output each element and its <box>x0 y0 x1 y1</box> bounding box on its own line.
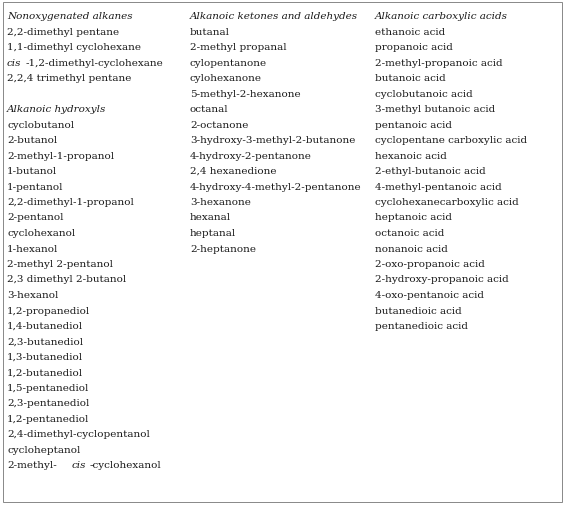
Text: 4-hydroxy-2-pentanone: 4-hydroxy-2-pentanone <box>190 151 312 160</box>
Text: 2-hydroxy-propanoic acid: 2-hydroxy-propanoic acid <box>375 275 508 284</box>
Text: 4-methyl-pentanoic acid: 4-methyl-pentanoic acid <box>375 182 502 191</box>
Text: 2-heptanone: 2-heptanone <box>190 244 256 253</box>
Text: 2,2-dimethyl pentane: 2,2-dimethyl pentane <box>7 27 119 36</box>
Text: Alkanoic carboxylic acids: Alkanoic carboxylic acids <box>375 12 508 21</box>
Text: cis: cis <box>7 59 21 67</box>
Text: 3-hydroxy-3-methyl-2-butanone: 3-hydroxy-3-methyl-2-butanone <box>190 136 355 145</box>
Text: octanoic acid: octanoic acid <box>375 229 445 237</box>
Text: 2-methyl-: 2-methyl- <box>7 461 57 470</box>
Text: 3-methyl butanoic acid: 3-methyl butanoic acid <box>375 105 496 114</box>
Text: 2,3-butanediol: 2,3-butanediol <box>7 337 83 346</box>
Text: 3-hexanol: 3-hexanol <box>7 290 58 299</box>
Text: 2-methyl propanal: 2-methyl propanal <box>190 43 286 52</box>
Text: butanoic acid: butanoic acid <box>375 74 446 83</box>
Text: 2,4 hexanedione: 2,4 hexanedione <box>190 167 276 176</box>
Text: heptanoic acid: heptanoic acid <box>375 213 452 222</box>
Text: 2,2,4 trimethyl pentane: 2,2,4 trimethyl pentane <box>7 74 132 83</box>
Text: 2-methyl 2-pentanol: 2-methyl 2-pentanol <box>7 260 113 269</box>
Text: 1,1-dimethyl cyclohexane: 1,1-dimethyl cyclohexane <box>7 43 141 52</box>
Text: 1,2-pentanediol: 1,2-pentanediol <box>7 414 89 423</box>
Text: octanal: octanal <box>190 105 229 114</box>
Text: cycloheptanol: cycloheptanol <box>7 445 80 454</box>
Text: 1-hexanol: 1-hexanol <box>7 244 58 253</box>
Text: 2-methyl-1-propanol: 2-methyl-1-propanol <box>7 151 114 160</box>
Text: hexanoic acid: hexanoic acid <box>375 151 447 160</box>
Text: 1,2-butanediol: 1,2-butanediol <box>7 368 83 377</box>
Text: 1,5-pentanediol: 1,5-pentanediol <box>7 383 89 392</box>
Text: 2-oxo-propanoic acid: 2-oxo-propanoic acid <box>375 260 485 269</box>
Text: 1-pentanol: 1-pentanol <box>7 182 63 191</box>
Text: 5-methyl-2-hexanone: 5-methyl-2-hexanone <box>190 89 301 98</box>
Text: Alkanoic ketones and aldehydes: Alkanoic ketones and aldehydes <box>190 12 358 21</box>
Text: 2-butanol: 2-butanol <box>7 136 57 145</box>
Text: 2-ethyl-butanoic acid: 2-ethyl-butanoic acid <box>375 167 486 176</box>
Text: butanedioic acid: butanedioic acid <box>375 306 462 315</box>
Text: 2,2-dimethyl-1-propanol: 2,2-dimethyl-1-propanol <box>7 197 134 207</box>
Text: 2,3-pentanediol: 2,3-pentanediol <box>7 399 89 408</box>
Text: cylohexanone: cylohexanone <box>190 74 262 83</box>
Text: 2,3 dimethyl 2-butanol: 2,3 dimethyl 2-butanol <box>7 275 126 284</box>
Text: cyclohexanol: cyclohexanol <box>7 229 75 237</box>
Text: cis: cis <box>71 461 86 470</box>
Text: heptanal: heptanal <box>190 229 236 237</box>
Text: 2-pentanol: 2-pentanol <box>7 213 63 222</box>
Text: Alkanoic hydroxyls: Alkanoic hydroxyls <box>7 105 106 114</box>
Text: nonanoic acid: nonanoic acid <box>375 244 448 253</box>
Text: -1,2-dimethyl-cyclohexane: -1,2-dimethyl-cyclohexane <box>26 59 163 67</box>
Text: 1,4-butanediol: 1,4-butanediol <box>7 321 83 330</box>
Text: pentanedioic acid: pentanedioic acid <box>375 321 468 330</box>
Text: 2-octanone: 2-octanone <box>190 120 249 129</box>
Text: Nonoxygenated alkanes: Nonoxygenated alkanes <box>7 12 133 21</box>
Text: 2-methyl-propanoic acid: 2-methyl-propanoic acid <box>375 59 503 67</box>
Text: cyclohexanecarboxylic acid: cyclohexanecarboxylic acid <box>375 197 519 207</box>
Text: ethanoic acid: ethanoic acid <box>375 27 445 36</box>
Text: 3-hexanone: 3-hexanone <box>190 197 251 207</box>
Text: 1,2-propanediol: 1,2-propanediol <box>7 306 90 315</box>
Text: 2,4-dimethyl-cyclopentanol: 2,4-dimethyl-cyclopentanol <box>7 430 150 439</box>
Text: 4-oxo-pentanoic acid: 4-oxo-pentanoic acid <box>375 290 484 299</box>
Text: 1,3-butanediol: 1,3-butanediol <box>7 352 83 361</box>
Text: cyclobutanoic acid: cyclobutanoic acid <box>375 89 473 98</box>
Text: -cyclohexanol: -cyclohexanol <box>90 461 162 470</box>
Text: 1-butanol: 1-butanol <box>7 167 57 176</box>
Text: pentanoic acid: pentanoic acid <box>375 120 452 129</box>
Text: 4-hydroxy-4-methyl-2-pentanone: 4-hydroxy-4-methyl-2-pentanone <box>190 182 362 191</box>
Text: cyclobutanol: cyclobutanol <box>7 120 74 129</box>
Text: cyclopentane carboxylic acid: cyclopentane carboxylic acid <box>375 136 527 145</box>
Text: cylopentanone: cylopentanone <box>190 59 267 67</box>
Text: butanal: butanal <box>190 27 230 36</box>
Text: propanoic acid: propanoic acid <box>375 43 453 52</box>
Text: hexanal: hexanal <box>190 213 231 222</box>
